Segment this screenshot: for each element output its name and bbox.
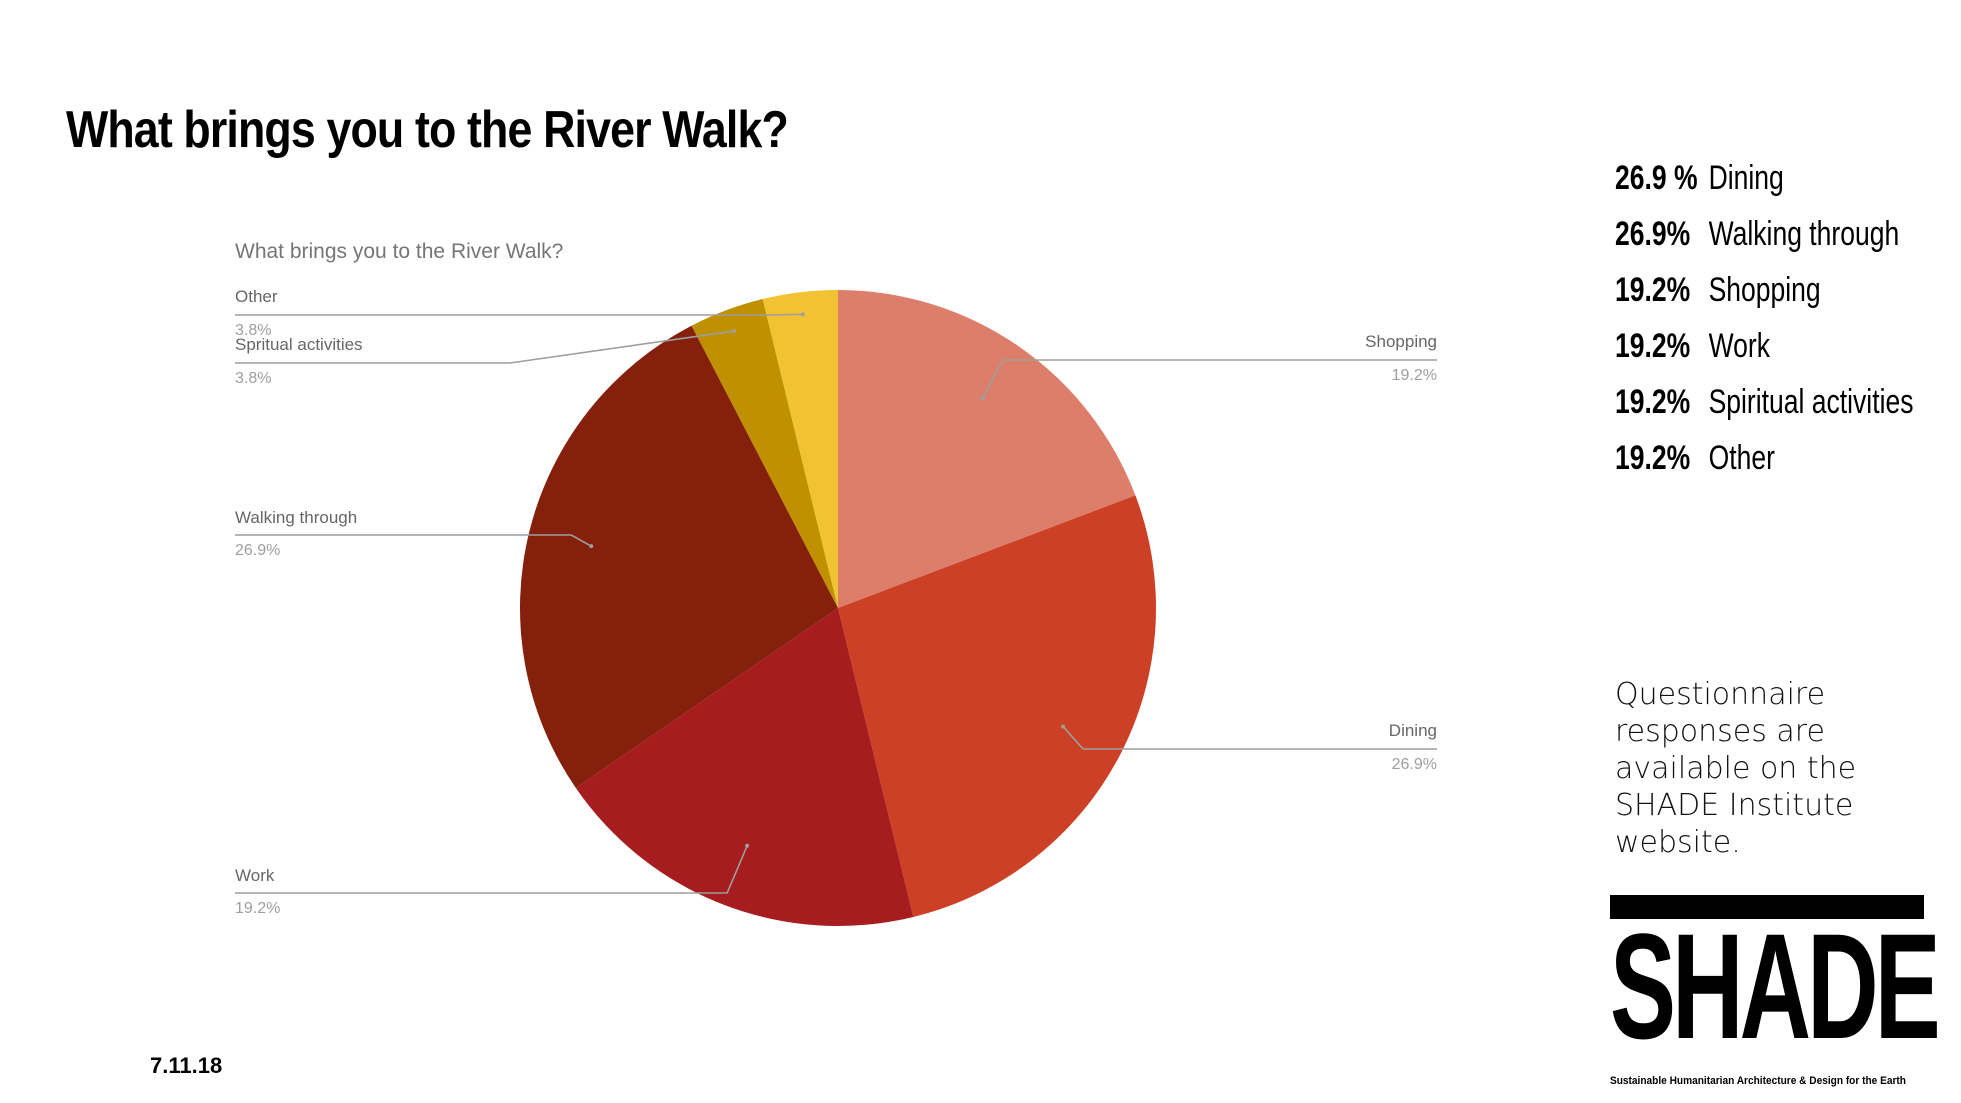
legend-item: 19.2% Other — [1615, 430, 1913, 486]
legend-label: Dining — [1708, 158, 1784, 197]
legend-percent: 19.2% — [1615, 326, 1691, 365]
callout-dot-walking-through — [589, 544, 594, 549]
legend-item: 26.9% Walking through — [1615, 206, 1913, 262]
legend-label: Other — [1708, 438, 1775, 477]
legend-percent: 19.2% — [1615, 270, 1691, 309]
callout-line-dining — [1062, 726, 1437, 750]
legend-percent: 26.9% — [1615, 214, 1691, 253]
legend-label: Spiritual activities — [1708, 382, 1914, 421]
legend: 26.9 % Dining 26.9% Walking through 19.2… — [1615, 150, 1961, 486]
legend-item: 19.2% Shopping — [1615, 262, 1913, 318]
pie-slice-shopping — [838, 290, 1136, 608]
callout-dot-shopping — [980, 396, 985, 401]
callout-line-spritual-activities — [235, 330, 735, 364]
slice-label-dining: Dining — [1389, 721, 1437, 740]
slice-label-other: Other — [235, 287, 278, 306]
legend-percent: 19.2% — [1615, 382, 1691, 421]
legend-item: 19.2% Spiritual activities — [1615, 374, 1913, 430]
pie-slice-other — [762, 290, 838, 608]
slice-label-shopping: Shopping — [1365, 332, 1437, 351]
pie-slice-dining — [838, 495, 1156, 917]
logo-wordmark: SHADE — [1610, 902, 1941, 1070]
callout-line-shopping — [981, 359, 1437, 400]
callout-line-work — [235, 845, 748, 894]
pie-slice-walking-through — [519, 325, 838, 788]
slice-label-work: Work — [235, 866, 275, 885]
shade-logo: SHADE Sustainable Humanitarian Architect… — [1610, 895, 1941, 1095]
chart-title: What brings you to the River Walk? — [235, 240, 563, 263]
slice-value-spritual-activities: 3.8% — [235, 370, 271, 387]
legend-item: 19.2% Work — [1615, 318, 1913, 374]
slice-label-spritual-activities: Spritual activities — [235, 335, 363, 354]
callout-dot-dining — [1061, 724, 1066, 729]
callout-dot-work — [745, 843, 750, 848]
slice-value-work: 19.2% — [235, 900, 280, 917]
legend-percent: 26.9 % — [1615, 158, 1698, 197]
slice-value-shopping: 19.2% — [1392, 367, 1437, 384]
logo-bar — [1610, 895, 1924, 919]
legend-label: Work — [1708, 326, 1771, 365]
callout-dot-other — [800, 312, 805, 317]
slice-label-walking-through: Walking through — [235, 508, 357, 527]
slice-value-other: 3.8% — [235, 322, 271, 339]
callout-line-other — [235, 313, 803, 316]
slice-value-dining: 26.9% — [1392, 756, 1437, 773]
legend-label: Shopping — [1708, 270, 1821, 309]
slide-title: What brings you to the River Walk? — [66, 101, 789, 159]
legend-label: Walking through — [1708, 214, 1900, 253]
questionnaire-note: Questionnaire responses are available on… — [1615, 677, 1857, 860]
legend-item: 26.9 % Dining — [1615, 150, 1913, 206]
callout-line-walking-through — [235, 534, 592, 547]
callout-dot-spritual-activities — [732, 329, 737, 334]
legend-percent: 19.2% — [1615, 438, 1691, 477]
slice-value-walking-through: 26.9% — [235, 542, 280, 559]
logo-tagline: Sustainable Humanitarian Architecture & … — [1610, 1075, 1906, 1087]
pie-slice-work — [575, 608, 914, 926]
pie-slice-spritual-activities — [691, 299, 838, 608]
slide-date: 7.11.18 — [150, 1053, 223, 1078]
